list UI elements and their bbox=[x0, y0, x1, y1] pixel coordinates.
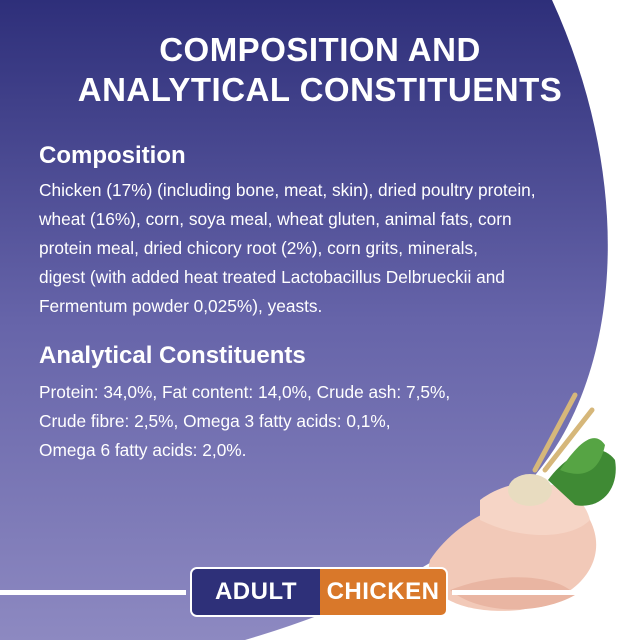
composition-text: Chicken (17%) (including bone, meat, ski… bbox=[39, 176, 609, 321]
wheat-ears-image bbox=[532, 392, 595, 473]
title-line: ANALYTICAL CONSTITUENTS bbox=[77, 71, 563, 108]
product-badge: ADULT CHICKEN bbox=[190, 567, 448, 617]
title-line: COMPOSITION AND bbox=[159, 31, 481, 68]
text-line: Chicken (17%) (including bone, meat, ski… bbox=[39, 180, 536, 200]
page-title: COMPOSITION AND ANALYTICAL CONSTITUENTS bbox=[0, 30, 640, 110]
analytical-text: Protein: 34,0%, Fat content: 14,0%, Crud… bbox=[39, 378, 609, 465]
text-line: protein meal, dried chicory root (2%), c… bbox=[39, 238, 478, 258]
analytical-heading: Analytical Constituents bbox=[39, 342, 306, 369]
purple-panel bbox=[0, 0, 608, 640]
text-line: Crude fibre: 2,5%, Omega 3 fatty acids: … bbox=[39, 411, 391, 431]
text-line: digest (with added heat treated Lactobac… bbox=[39, 267, 505, 287]
composition-heading: Composition bbox=[39, 142, 186, 169]
divider-left bbox=[0, 590, 186, 595]
badge-chicken: CHICKEN bbox=[320, 569, 446, 615]
text-line: Fermentum powder 0,025%), yeasts. bbox=[39, 296, 323, 316]
text-line: wheat (16%), corn, soya meal, wheat glut… bbox=[39, 209, 512, 229]
chicory-root-image bbox=[508, 438, 616, 506]
text-line: Protein: 34,0%, Fat content: 14,0%, Crud… bbox=[39, 382, 451, 402]
text-line: Omega 6 fatty acids: 2,0%. bbox=[39, 440, 247, 460]
badge-adult: ADULT bbox=[192, 569, 320, 615]
divider-right bbox=[452, 590, 580, 595]
